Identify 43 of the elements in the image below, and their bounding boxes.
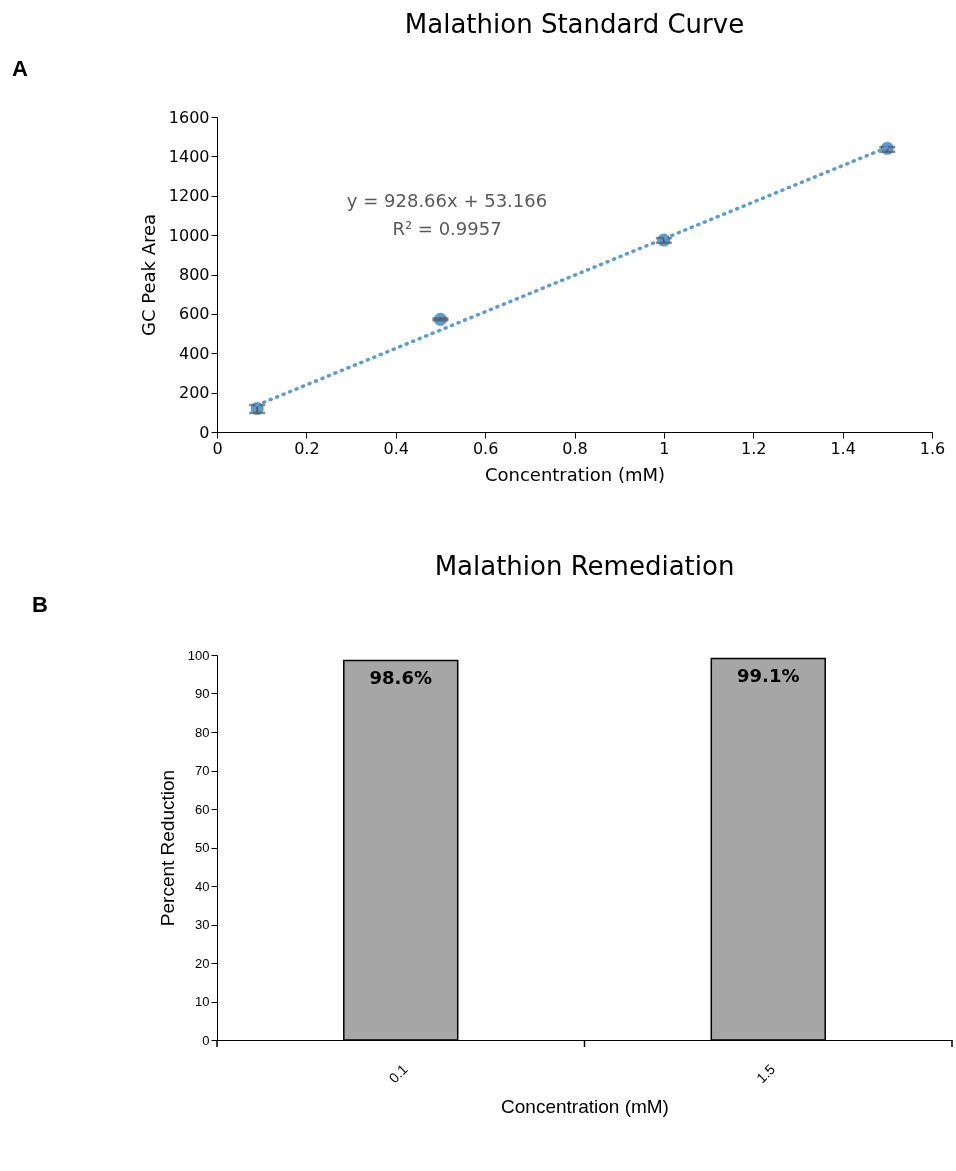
x-axis-title: Concentration (mM) (501, 1096, 669, 1118)
x-tick-label: 0.6 (472, 438, 499, 458)
y-tick-label: 20 (195, 955, 210, 971)
y-axis-title: GC Peak Area (137, 213, 159, 337)
y-tick-label: 1000 (168, 225, 210, 245)
y-tick-label: 800 (178, 265, 210, 284)
x-tick-label: 1 (659, 438, 670, 458)
data-label: 98.6% (369, 667, 432, 689)
x-tick-label: 0.2 (294, 438, 320, 458)
y-tick-label: 40 (195, 878, 210, 894)
y-tick-label: 400 (178, 343, 210, 363)
x-tick-label: 1.2 (741, 438, 767, 458)
chart-title: Malathion Standard Curve (404, 9, 745, 39)
x-tick-label: 1.5 (753, 1060, 779, 1087)
x-tick-label: 0 (212, 438, 223, 458)
text: B (32, 592, 48, 617)
y-tick-label: 1600 (168, 107, 210, 127)
x-tick-label: 0.1 (385, 1060, 411, 1087)
y-tick-label: 200 (178, 383, 210, 403)
annotation: y = 928.66x + 53.166 (346, 190, 548, 211)
y-tick-label: 70 (195, 763, 210, 778)
text: A (12, 56, 28, 81)
y-tick-label: 50 (195, 840, 210, 855)
annotation: R² = 0.9957 (392, 218, 502, 239)
data-label: 99.1% (737, 665, 800, 687)
y-axis-title: Percent Reduction (156, 769, 178, 927)
y-tick-label: 100 (187, 647, 210, 663)
y-tick-label: 0 (202, 1032, 210, 1048)
y-tick-label: 90 (195, 686, 210, 701)
x-axis-title: Concentration (mM) (484, 463, 666, 485)
x-tick-label: 0.8 (562, 438, 588, 458)
y-tick-label: 60 (195, 801, 210, 817)
x-tick-label: 1.6 (919, 438, 946, 458)
y-tick-label: 10 (195, 994, 210, 1009)
chart-title: Malathion Remediation (434, 551, 735, 581)
y-tick-label: 600 (178, 304, 210, 324)
y-tick-label: 80 (195, 724, 210, 740)
x-tick-label: 0.4 (383, 438, 409, 458)
y-tick-label: 1200 (168, 186, 210, 206)
y-tick-label: 30 (195, 917, 210, 932)
x-tick-label: 1.4 (830, 438, 856, 458)
y-tick-label: 1400 (168, 146, 210, 166)
y-tick-label: 0 (199, 422, 210, 442)
